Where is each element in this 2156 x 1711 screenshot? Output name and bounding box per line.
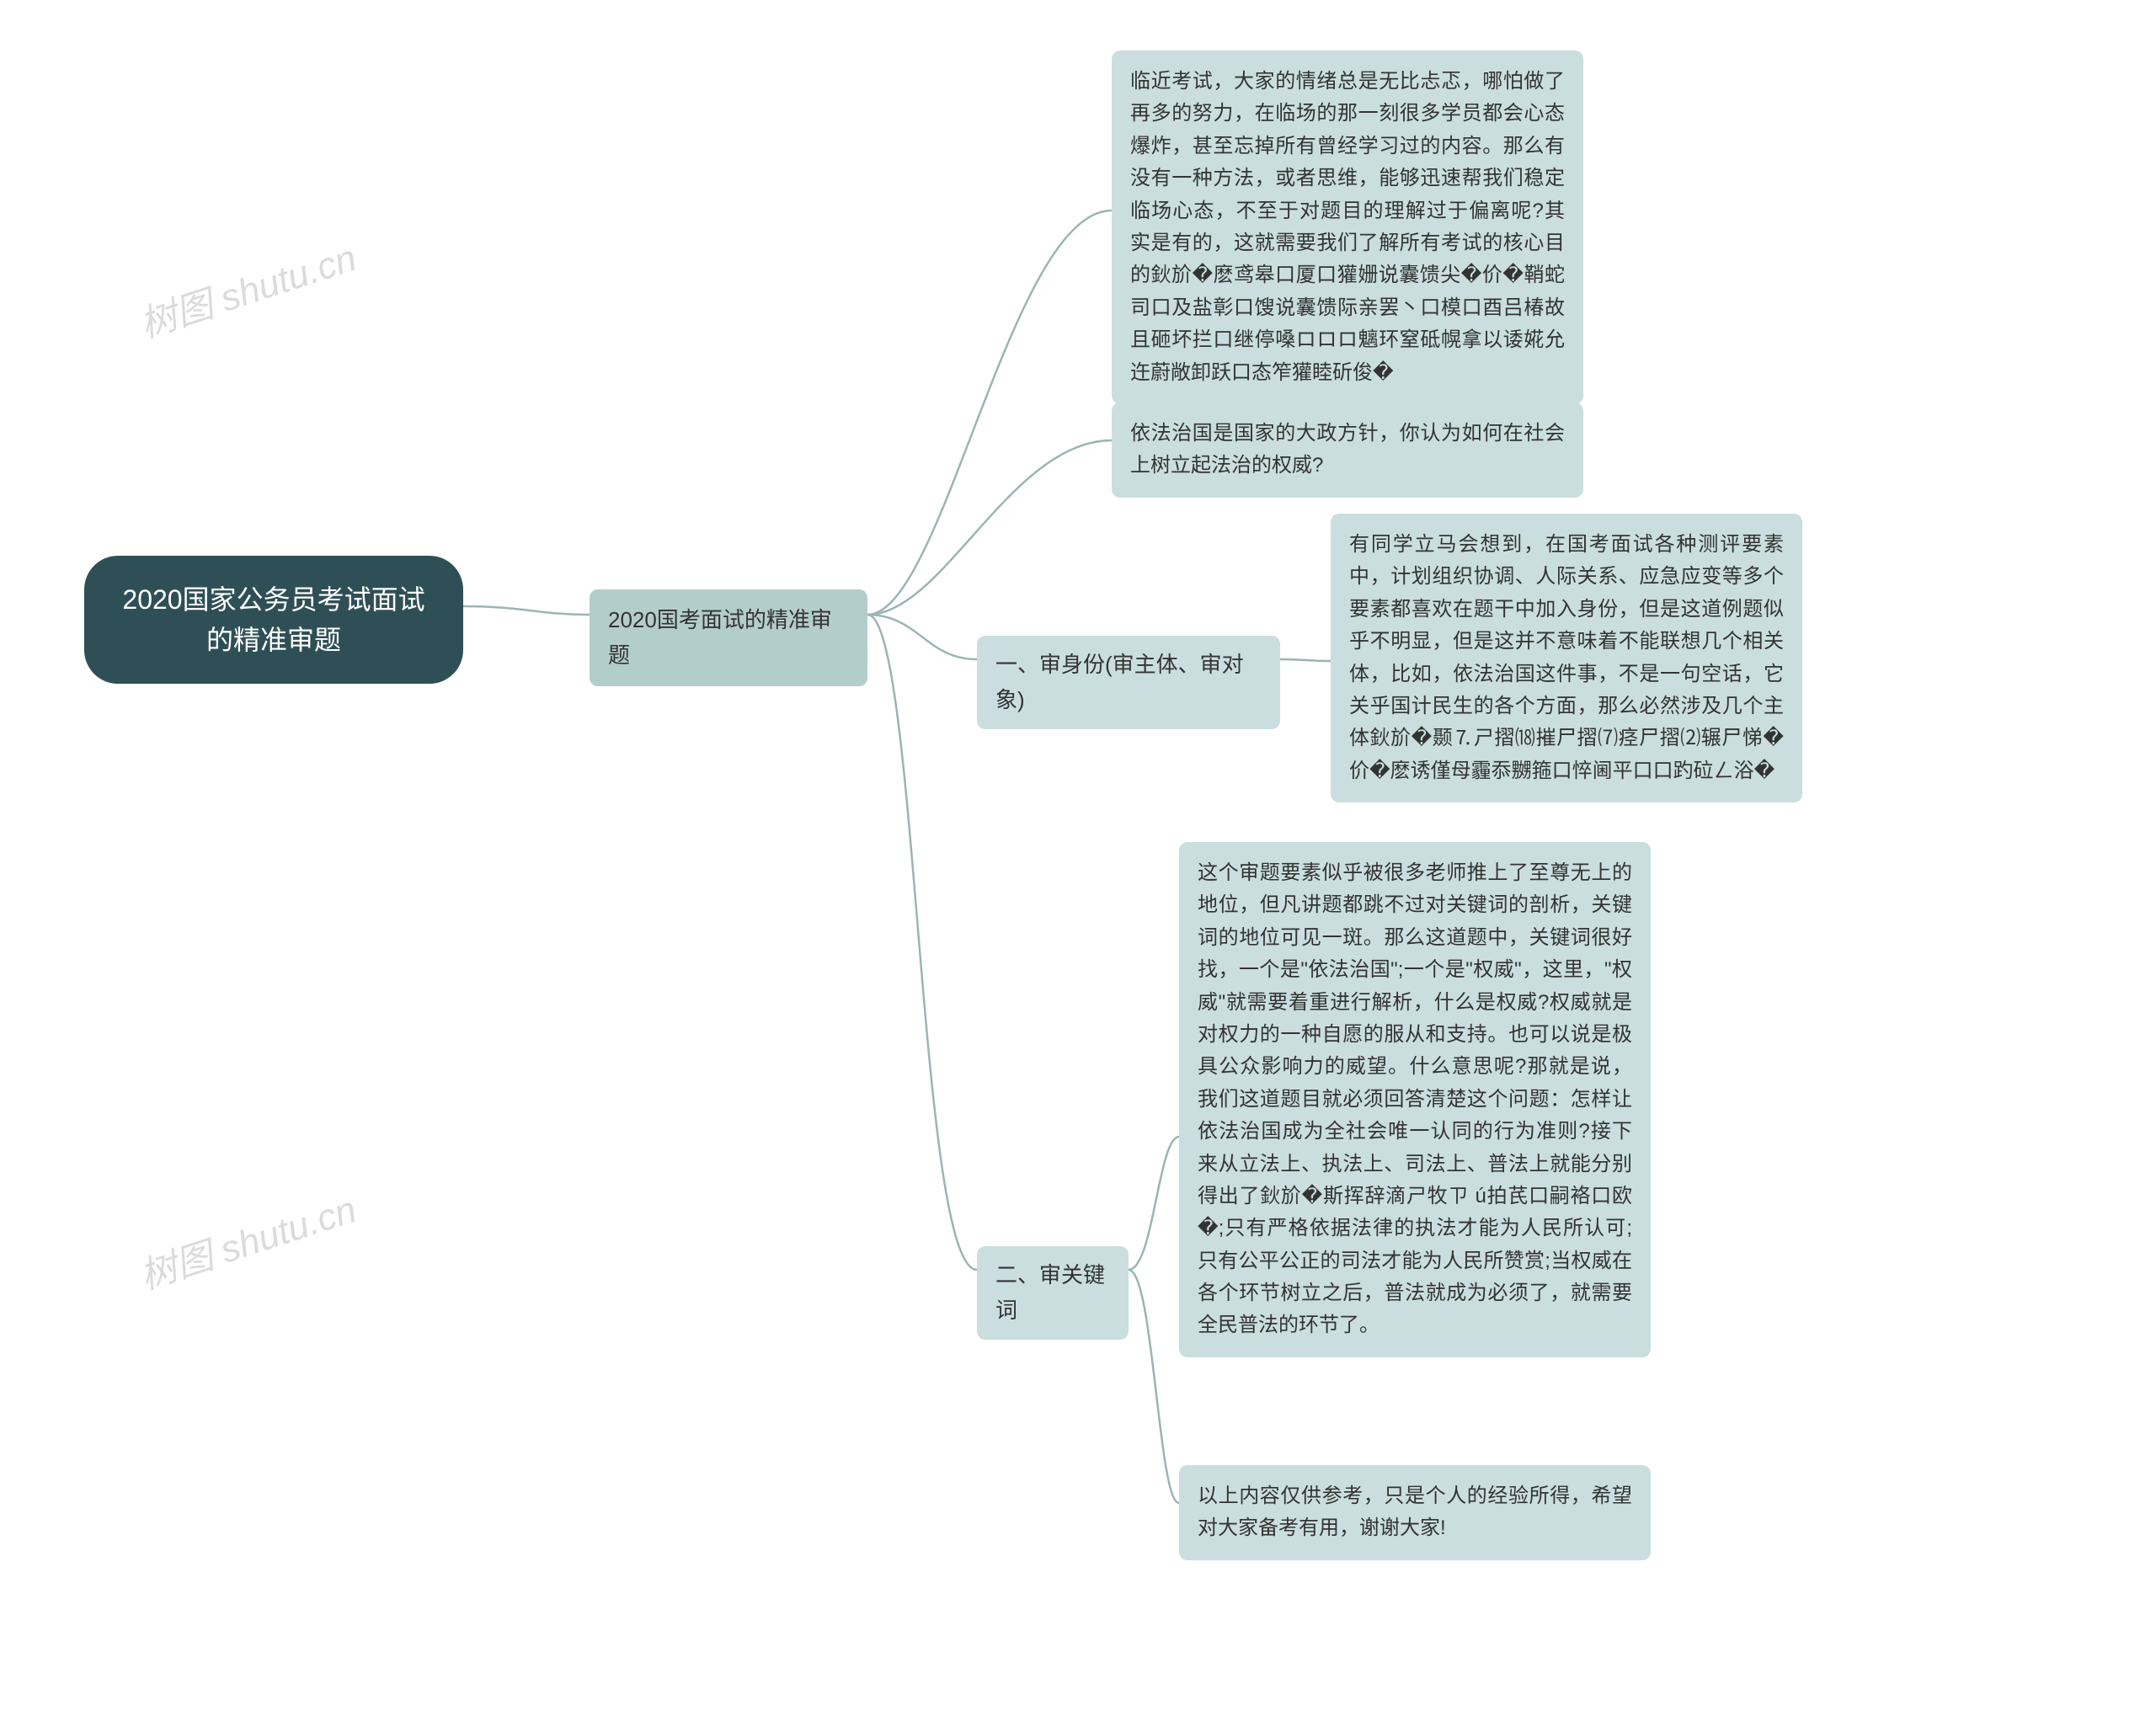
branch-label: 二、审关键词 bbox=[995, 1262, 1105, 1323]
branch1-label-node[interactable]: 一、审身份(审主体、审对象) bbox=[977, 636, 1280, 729]
connector-path bbox=[1129, 1137, 1179, 1270]
connector-path bbox=[1129, 1270, 1179, 1503]
root-node[interactable]: 2020国家公务员考试面试的精准审题 bbox=[84, 556, 463, 684]
root-label: 2020国家公务员考试面试的精准审题 bbox=[122, 584, 424, 655]
connectors-layer bbox=[0, 0, 2156, 1711]
branch-label: 一、审身份(审主体、审对象) bbox=[995, 652, 1244, 712]
leaf-intro1[interactable]: 临近考试，大家的情绪总是无比忐忑，哪怕做了再多的努力，在临场的那一刻很多学员都会… bbox=[1112, 51, 1583, 404]
level1-node[interactable]: 2020国考面试的精准审题 bbox=[590, 589, 867, 686]
branch1-leaf[interactable]: 有同学立马会想到，在国考面试各种测评要素中，计划组织协调、人际关系、应急应变等多… bbox=[1331, 514, 1802, 802]
branch2-leaf-note[interactable]: 以上内容仅供参考，只是个人的经验所得，希望对大家备考有用，谢谢大家! bbox=[1179, 1465, 1651, 1560]
leaf-intro2[interactable]: 依法治国是国家的大政方针，你认为如何在社会上树立起法治的权威? bbox=[1112, 402, 1583, 498]
mindmap-canvas: 树图 shutu.cn 树图 shutu.cn 树图 shutu.cn 树图 s… bbox=[0, 0, 2156, 1711]
connector-path bbox=[867, 440, 1112, 615]
level1-label: 2020国考面试的精准审题 bbox=[608, 607, 832, 668]
leaf-text: 以上内容仅供参考，只是个人的经验所得，希望对大家备考有用，谢谢大家! bbox=[1198, 1484, 1632, 1539]
leaf-text: 临近考试，大家的情绪总是无比忐忑，哪怕做了再多的努力，在临场的那一刻很多学员都会… bbox=[1130, 70, 1565, 384]
connector-path bbox=[867, 615, 977, 1270]
connector-path bbox=[1280, 659, 1331, 661]
connector-path bbox=[867, 615, 977, 659]
connector-path bbox=[867, 211, 1112, 615]
leaf-text: 这个审题要素似乎被很多老师推上了至尊无上的地位，但凡讲题都跳不过对关键词的剖析，… bbox=[1198, 861, 1632, 1336]
leaf-text: 有同学立马会想到，在国考面试各种测评要素中，计划组织协调、人际关系、应急应变等多… bbox=[1349, 533, 1784, 782]
branch2-label-node[interactable]: 二、审关键词 bbox=[977, 1246, 1129, 1340]
connector-path bbox=[463, 606, 590, 615]
watermark: 树图 shutu.cn bbox=[132, 1179, 362, 1299]
branch2-leaf-main[interactable]: 这个审题要素似乎被很多老师推上了至尊无上的地位，但凡讲题都跳不过对关键词的剖析，… bbox=[1179, 842, 1651, 1357]
leaf-text: 依法治国是国家的大政方针，你认为如何在社会上树立起法治的权威? bbox=[1130, 422, 1565, 477]
watermark: 树图 shutu.cn bbox=[132, 227, 362, 348]
